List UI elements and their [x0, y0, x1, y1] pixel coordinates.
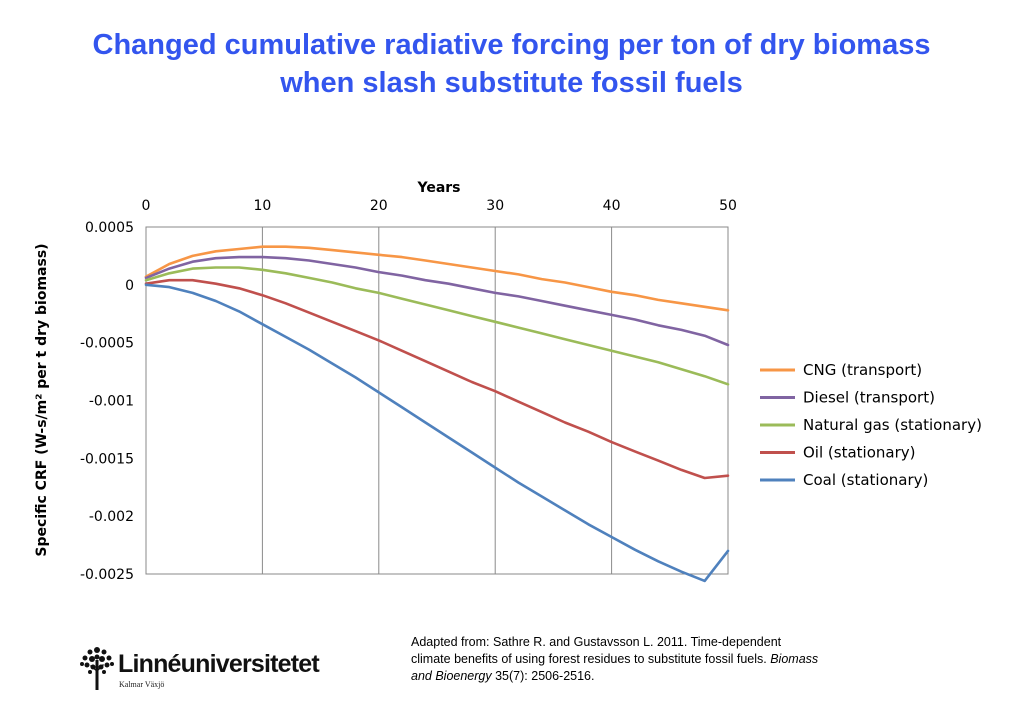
- series-line-1: [144, 255, 730, 347]
- citation-line1: Adapted from: Sathre R. and Gustavsson L…: [411, 635, 782, 649]
- y-tick-label: -0.002: [89, 509, 134, 525]
- y-tick-label: 0.0005: [85, 220, 134, 236]
- series-line-3: [144, 278, 730, 480]
- legend-label: Diesel (transport): [803, 389, 935, 407]
- x-tick-label: 40: [603, 198, 621, 214]
- y-tick-label: -0.0005: [80, 336, 134, 352]
- y-axis-title: Specific CRF (W-s/m² per t dry biomass): [34, 243, 50, 556]
- y-tick-label: 0: [125, 278, 134, 294]
- source-citation: Adapted from: Sathre R. and Gustavsson L…: [411, 634, 911, 685]
- x-tick-label: 0: [142, 198, 151, 214]
- plot-area: [145, 226, 729, 575]
- series-line-2: [144, 266, 730, 386]
- tree-logo-icon: [80, 647, 114, 690]
- legend-label: Coal (stationary): [803, 471, 928, 489]
- y-tick-label: -0.0025: [80, 567, 134, 583]
- x-axis-title: Years: [416, 180, 460, 196]
- citation-volume-pages: 35(7): 2506-2516.: [495, 669, 595, 683]
- citation-journal-part2: and Bioenergy: [411, 669, 492, 683]
- x-tick-label: 20: [370, 198, 388, 214]
- legend: CNG (transport) Diesel (transport) Natural…: [760, 361, 982, 489]
- series-line-4: [144, 283, 730, 583]
- y-tick-label: -0.001: [89, 394, 134, 410]
- x-tick-label: 30: [486, 198, 504, 214]
- citation-journal-part1: Biomass: [770, 652, 819, 666]
- citation-line2: climate benefits of using forest residue…: [411, 651, 911, 668]
- y-tick-label: -0.0015: [80, 451, 134, 467]
- slide-title-line1: Changed cumulative radiative forcing per…: [92, 29, 931, 61]
- x-tick-labels: 0 10 20 30 40 50: [142, 198, 737, 214]
- slide-title-line2: when slash substitute fossil fuels: [280, 67, 743, 99]
- logo-subtitle: Kalmar Växjö: [119, 680, 165, 689]
- legend-label: Natural gas (stationary): [803, 416, 982, 434]
- logo-wordmark: Linnéuniversitetet: [118, 650, 320, 678]
- citation-line3: and Bioenergy 35(7): 2506-2516.: [411, 668, 911, 685]
- x-tick-label: 50: [719, 198, 737, 214]
- x-tick-label: 10: [253, 198, 271, 214]
- citation-line2-text: climate benefits of using forest residue…: [411, 652, 767, 666]
- legend-label: Oil (stationary): [803, 444, 915, 462]
- legend-label: CNG (transport): [803, 361, 922, 379]
- series-lines: [144, 245, 730, 583]
- grid-lines: [261, 227, 613, 574]
- slide-title: Changed cumulative radiative forcing per…: [0, 26, 1023, 102]
- y-tick-labels: 0.0005 0 -0.0005 -0.001 -0.0015 -0.002 -0.0025: [80, 220, 134, 583]
- university-logo: Linnéuniversitetet Kalmar Växjö: [78, 644, 348, 692]
- series-line-0: [144, 245, 730, 312]
